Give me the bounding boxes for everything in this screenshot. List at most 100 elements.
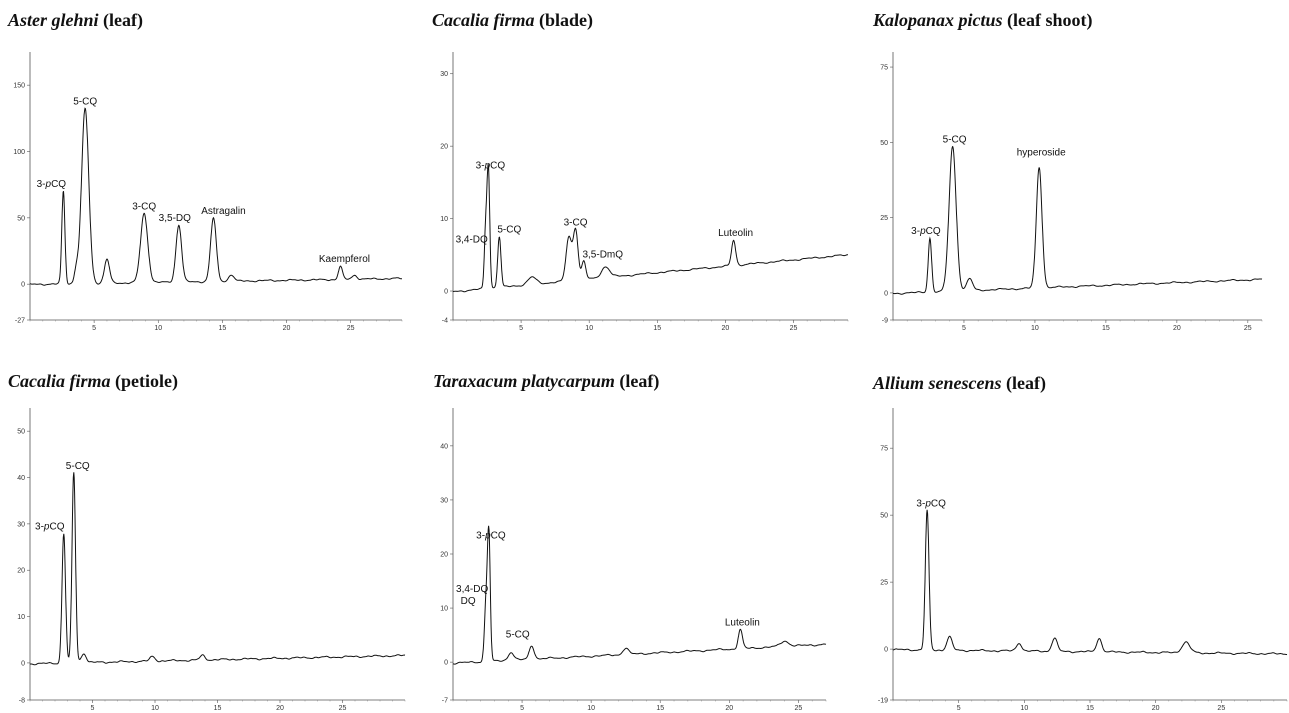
y-tick-label: 50 xyxy=(17,429,25,436)
panel-title: Kalopanax pictus (leaf shoot) xyxy=(873,10,1093,31)
plant-part: (blade) xyxy=(534,10,593,30)
x-tick-label: 10 xyxy=(587,705,595,712)
panel-title: Cacalia firma (blade) xyxy=(432,10,593,31)
panel-title: Allium senescens (leaf) xyxy=(873,373,1046,394)
peak-label: 3-pCQ xyxy=(916,499,946,510)
x-tick-label: 5 xyxy=(91,705,95,712)
peak-label: Astragalin xyxy=(201,206,245,217)
y-tick-label: -4 xyxy=(442,318,448,325)
x-tick-label: 5 xyxy=(520,705,524,712)
x-tick-label: 20 xyxy=(276,705,284,712)
x-tick-label: 25 xyxy=(790,325,798,332)
peak-label: 3-pCQ xyxy=(911,226,941,237)
y-tick-label: 150 xyxy=(13,83,25,90)
species-name: Cacalia firma xyxy=(432,10,535,30)
x-tick-label: 20 xyxy=(1152,705,1160,712)
panel-title: Cacalia firma (petiole) xyxy=(8,371,178,392)
y-tick-label: 0 xyxy=(21,660,25,667)
y-tick-label: 75 xyxy=(880,446,888,453)
panel-title: Taraxacum platycarpum (leaf) xyxy=(433,371,659,392)
y-tick-label: 50 xyxy=(880,513,888,520)
chromatogram-panel: -19 0 25 50 75 5 10 15 20 25 3-pCQ xyxy=(878,408,1288,712)
plant-part: (leaf shoot) xyxy=(1002,10,1093,30)
peak-label: 3-CQ xyxy=(132,202,156,213)
x-tick-label: 25 xyxy=(1217,705,1225,712)
plant-part: (leaf) xyxy=(98,10,144,30)
x-tick-label: 5 xyxy=(957,705,961,712)
x-tick-label: 15 xyxy=(656,705,664,712)
x-tick-label: 10 xyxy=(151,705,159,712)
y-tick-label: 25 xyxy=(880,215,888,222)
plant-part: (leaf) xyxy=(1001,373,1046,393)
peak-label: 3-pCQ xyxy=(476,530,506,541)
y-tick-label: -9 xyxy=(882,318,888,325)
peak-label: 3-CQ xyxy=(564,218,588,229)
x-tick-label: 5 xyxy=(519,325,523,332)
y-tick-label: -7 xyxy=(442,698,448,705)
y-tick-label: -27 xyxy=(15,318,25,325)
peak-label: hyperoside xyxy=(1017,147,1066,158)
species-name: Cacalia firma xyxy=(8,371,111,391)
chromatogram-panel: -7 0 10 20 30 40 5 10 15 20 25 3,4-DQ DQ 3-pCQ 5-CQ Lut… xyxy=(440,408,827,712)
y-tick-label: 25 xyxy=(880,580,888,587)
chromatogram-panel: -27 0 50 100 150 5 10 15 20 25 3-pCQ 5-CQ 3-CQ3,5-DQ… xyxy=(13,52,403,332)
panel-title: Aster glehni (leaf) xyxy=(8,10,143,31)
peak-label: Kaempferol xyxy=(319,254,370,265)
x-tick-label: 10 xyxy=(1031,325,1039,332)
x-tick-label: 5 xyxy=(92,325,96,332)
peak-label: 5-CQ xyxy=(73,96,97,107)
chromatogram-panel: -8 0 10 20 30 40 50 5 10 15 20 25 3-pCQ 5-CQ xyxy=(17,408,406,712)
y-tick-label: 40 xyxy=(17,475,25,482)
x-tick-label: 15 xyxy=(653,325,661,332)
y-tick-label: 10 xyxy=(17,614,25,621)
chromatogram-trace xyxy=(29,472,406,666)
species-name: Aster glehni xyxy=(8,10,99,30)
species-name: Allium senescens xyxy=(873,373,1002,393)
peak-label: 3-pCQ xyxy=(476,161,506,172)
x-tick-label: 5 xyxy=(962,325,966,332)
plant-part: (petiole) xyxy=(110,371,178,391)
y-tick-label: 30 xyxy=(440,497,448,504)
x-tick-label: 10 xyxy=(585,325,593,332)
peak-label: 5-CQ xyxy=(66,461,90,472)
x-tick-label: 10 xyxy=(1020,705,1028,712)
y-tick-label: 0 xyxy=(444,660,448,667)
y-tick-label: 20 xyxy=(440,552,448,559)
x-tick-label: 20 xyxy=(283,325,291,332)
chromatogram-trace xyxy=(452,163,848,293)
peak-label: 5-CQ xyxy=(506,630,530,641)
y-tick-label: 0 xyxy=(21,282,25,289)
chromatogram-panel: -4 0 10 20 30 5 10 15 20 25 3,4-DQ 3-pCQ 5-CQ 3-CQ 3,5… xyxy=(440,52,849,332)
x-tick-label: 15 xyxy=(1086,705,1094,712)
chromatogram-trace xyxy=(892,145,1263,295)
x-tick-label: 20 xyxy=(1173,325,1181,332)
y-tick-label: 0 xyxy=(884,290,888,297)
y-tick-label: 0 xyxy=(884,647,888,654)
x-tick-label: 15 xyxy=(1102,325,1110,332)
y-tick-label: 30 xyxy=(440,71,448,78)
peak-label: 3-pCQ xyxy=(35,521,65,532)
y-tick-label: 50 xyxy=(880,140,888,147)
y-tick-label: 10 xyxy=(440,216,448,223)
plant-part: (leaf) xyxy=(614,371,660,391)
peak-label: 3,5-DQ xyxy=(159,213,191,224)
species-name: Kalopanax pictus xyxy=(873,10,1003,30)
peak-label: 5-CQ xyxy=(497,225,521,236)
x-tick-label: 25 xyxy=(347,325,355,332)
y-tick-label: 75 xyxy=(880,65,888,72)
y-tick-label: 0 xyxy=(444,289,448,296)
y-tick-label: -19 xyxy=(878,698,888,705)
peak-label: Luteolin xyxy=(725,618,760,629)
chromatogram-panel: -9 0 25 50 75 5 10 15 20 25 3-pCQ 5-CQ hyperoside xyxy=(880,52,1263,332)
x-tick-label: 20 xyxy=(722,325,730,332)
x-tick-label: 20 xyxy=(725,705,733,712)
x-tick-label: 15 xyxy=(214,705,222,712)
x-tick-label: 25 xyxy=(1244,325,1252,332)
chromatogram-trace xyxy=(892,509,1288,656)
y-tick-label: 30 xyxy=(17,521,25,528)
x-tick-label: 25 xyxy=(339,705,347,712)
y-tick-label: 10 xyxy=(440,606,448,613)
chromatogram-trace xyxy=(452,525,827,665)
y-tick-label: 100 xyxy=(13,149,25,156)
